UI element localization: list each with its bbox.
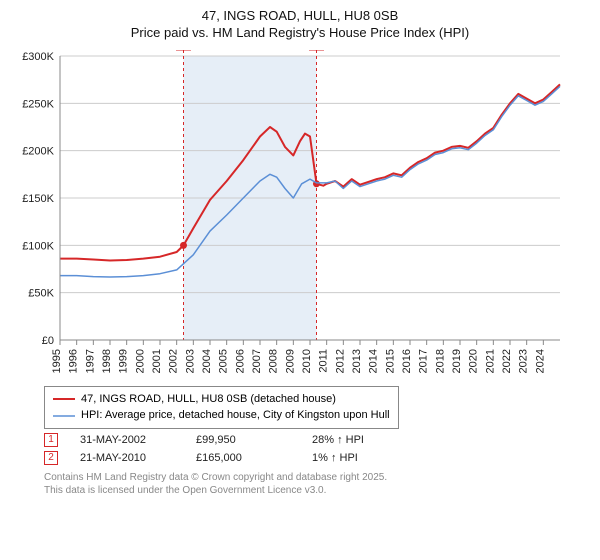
svg-text:£150K: £150K	[22, 193, 54, 205]
svg-text:2020: 2020	[468, 349, 480, 373]
svg-text:1999: 1999	[118, 349, 130, 373]
copyright-line-1: Contains HM Land Registry data © Crown c…	[44, 471, 590, 484]
copyright: Contains HM Land Registry data © Crown c…	[44, 471, 590, 497]
chart-container: 47, INGS ROAD, HULL, HU8 0SB Price paid …	[0, 0, 600, 560]
svg-text:2017: 2017	[418, 349, 430, 373]
event-price-2: £165,000	[196, 452, 290, 464]
svg-text:1998: 1998	[101, 349, 113, 373]
svg-text:2004: 2004	[201, 349, 213, 373]
svg-text:£300K: £300K	[22, 51, 54, 63]
event-price-1: £99,950	[196, 434, 290, 446]
svg-text:£250K: £250K	[22, 98, 54, 110]
legend-row-2: HPI: Average price, detached house, City…	[53, 407, 390, 424]
svg-text:2007: 2007	[251, 349, 263, 373]
event-hpi-1: 28% ↑ HPI	[312, 434, 406, 446]
chart-svg: £0 £50K £100K £150K £200K £250K £300K 1995 1996 1…	[10, 50, 570, 380]
event-date-1: 31-MAY-2002	[80, 434, 174, 446]
legend-label-1: 47, INGS ROAD, HULL, HU8 0SB (detached h…	[81, 391, 336, 408]
chart: £0 £50K £100K £150K £200K £250K £300K 1995 1996 1…	[10, 50, 590, 380]
svg-text:2010: 2010	[301, 349, 313, 373]
svg-text:1997: 1997	[84, 349, 96, 373]
svg-text:2011: 2011	[318, 349, 330, 373]
svg-text:2024: 2024	[534, 349, 546, 373]
svg-text:2016: 2016	[401, 349, 413, 373]
svg-text:2002: 2002	[168, 349, 180, 373]
svg-text:£100K: £100K	[22, 240, 54, 252]
svg-text:2023: 2023	[518, 349, 530, 373]
legend-row-1: 47, INGS ROAD, HULL, HU8 0SB (detached h…	[53, 391, 390, 408]
svg-text:£50K: £50K	[28, 287, 54, 299]
event-row-2: 2 21-MAY-2010 £165,000 1% ↑ HPI	[44, 451, 590, 465]
legend: 47, INGS ROAD, HULL, HU8 0SB (detached h…	[44, 386, 399, 429]
svg-text:1995: 1995	[51, 349, 63, 373]
svg-text:2018: 2018	[434, 349, 446, 373]
svg-text:2014: 2014	[368, 349, 380, 373]
svg-text:2006: 2006	[234, 349, 246, 373]
svg-text:1996: 1996	[68, 349, 80, 373]
svg-text:£0: £0	[42, 335, 54, 347]
event-row-1: 1 31-MAY-2002 £99,950 28% ↑ HPI	[44, 433, 590, 447]
svg-text:2013: 2013	[351, 349, 363, 373]
svg-text:2009: 2009	[284, 349, 296, 373]
svg-text:2021: 2021	[484, 349, 496, 373]
svg-text:2012: 2012	[334, 349, 346, 373]
event-hpi-2: 1% ↑ HPI	[312, 452, 406, 464]
svg-text:2008: 2008	[268, 349, 280, 373]
svg-text:2001: 2001	[151, 349, 163, 373]
event-marker-1: 1	[44, 433, 58, 447]
svg-text:2022: 2022	[501, 349, 513, 373]
title-line-1: 47, INGS ROAD, HULL, HU8 0SB	[10, 8, 590, 25]
events-table: 1 31-MAY-2002 £99,950 28% ↑ HPI 2 21-MAY…	[44, 433, 590, 465]
svg-text:2003: 2003	[184, 349, 196, 373]
svg-text:£200K: £200K	[22, 145, 54, 157]
copyright-line-2: This data is licensed under the Open Gov…	[44, 484, 590, 497]
svg-text:2015: 2015	[384, 349, 396, 373]
event-marker-2: 2	[44, 451, 58, 465]
svg-text:2019: 2019	[451, 349, 463, 373]
svg-text:2000: 2000	[134, 349, 146, 373]
title-line-2: Price paid vs. HM Land Registry's House …	[10, 25, 590, 42]
legend-label-2: HPI: Average price, detached house, City…	[81, 407, 390, 424]
svg-text:2005: 2005	[218, 349, 230, 373]
event-date-2: 21-MAY-2010	[80, 452, 174, 464]
